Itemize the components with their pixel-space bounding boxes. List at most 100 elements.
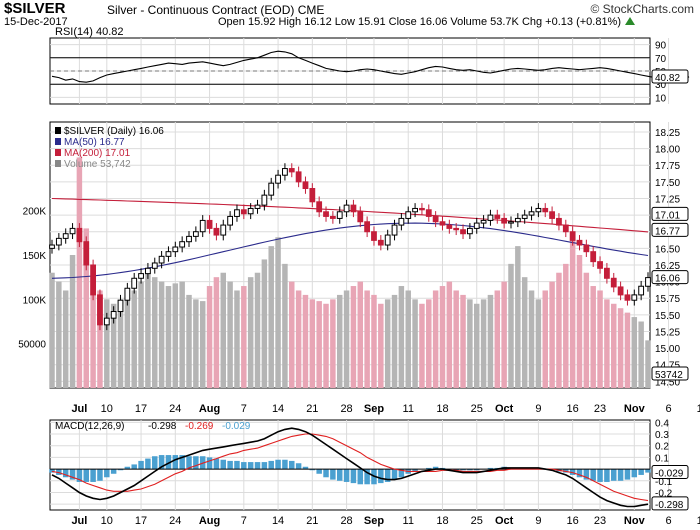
candle-body-7 — [97, 294, 103, 326]
volume-bar-58 — [446, 281, 453, 388]
volume-bar-26 — [227, 281, 233, 388]
candle-body-26 — [227, 215, 234, 226]
macd-hist-bar-14 — [145, 458, 151, 470]
volume-bar-30 — [254, 272, 261, 388]
macd-hist-bar-27 — [234, 460, 240, 470]
candle-body-81 — [603, 267, 610, 279]
volume-bar-14 — [145, 272, 151, 388]
macd-hist-bar-80 — [597, 469, 603, 482]
macd-hist-bar-83 — [617, 469, 624, 481]
candle-body-4 — [76, 227, 83, 243]
candle-body-35 — [288, 168, 295, 173]
x-axis-label: 25 — [471, 403, 483, 415]
candle-body-27 — [234, 209, 240, 217]
candle-body-65 — [494, 214, 501, 219]
macd-ytick: -0.2 — [655, 488, 673, 499]
close-price-tag-box — [651, 270, 689, 285]
volume-bar-55 — [426, 299, 432, 388]
x-axis-label: Jul — [71, 403, 87, 415]
x-axis-label: 9 — [535, 403, 541, 415]
candle-body-25 — [220, 224, 227, 236]
candle-body-72 — [542, 207, 549, 213]
x-axis-label: 10 — [101, 515, 113, 527]
macd-hist-bar-35 — [289, 460, 295, 470]
candle-body-47 — [371, 231, 377, 241]
x-axis-label: 24 — [169, 403, 181, 415]
macd-hist-bar-50 — [391, 469, 398, 480]
candle-body-16 — [158, 255, 165, 264]
volume-bar-24 — [213, 277, 220, 388]
volume-bar-50 — [391, 294, 398, 388]
price-ytick: 16.25 — [655, 261, 680, 272]
candle-body-32 — [268, 182, 275, 196]
macd-hist-bar-32 — [268, 460, 274, 470]
x-axis-label: 16 — [567, 515, 579, 527]
volume-bar-40 — [323, 303, 329, 388]
candle-body-3 — [69, 227, 76, 235]
macd-hist-bar-4 — [76, 469, 83, 482]
candle-body-46 — [364, 221, 371, 233]
macd-hist-bar-2 — [62, 469, 69, 478]
macd-hist-bar-33 — [275, 459, 281, 470]
macd-hist-bar-60 — [460, 469, 466, 471]
volume-bar-25 — [220, 272, 227, 388]
volume-bar-41 — [330, 299, 336, 388]
x-axis-label: 7 — [241, 515, 247, 527]
x-axis-label: 24 — [169, 515, 181, 527]
candle-body-37 — [302, 181, 309, 190]
macd-hist-bar-24 — [213, 458, 220, 470]
candle-body-0 — [49, 244, 55, 249]
volume-bar-75 — [563, 263, 569, 388]
volume-bar-7 — [97, 290, 103, 388]
ma50-price-tag: 16.77 — [655, 226, 680, 237]
volume-bar-48 — [378, 303, 384, 388]
x-axis-label: 14 — [272, 515, 284, 527]
macd-ytick: -0.1 — [655, 477, 673, 488]
macd-line-tag: -0.298 — [655, 500, 684, 511]
candle-body-38 — [309, 188, 316, 203]
change-up-arrow-icon — [625, 17, 636, 25]
candle-body-39 — [316, 201, 323, 213]
price-ytick: 15.50 — [655, 311, 680, 322]
ma50-price-tag-box — [651, 222, 689, 237]
candle-body-69 — [521, 214, 528, 219]
candle-body-68 — [514, 217, 521, 223]
macd-hist-bar-81 — [604, 469, 610, 482]
rsi-ytick: 10 — [655, 93, 667, 104]
candle-body-64 — [487, 214, 494, 221]
volume-bar-64 — [487, 294, 494, 388]
macd-ytick: 0.1 — [655, 453, 669, 464]
legend-swatch-ma50 — [55, 138, 61, 145]
brand-watermark[interactable]: © StockCharts.com — [590, 2, 694, 16]
macd-hist-bar-76 — [569, 469, 576, 475]
quote-date: 15-Dec-2017 — [4, 16, 68, 28]
candle-body-5 — [83, 241, 90, 266]
macd-legend-macd: -0.298 — [148, 421, 177, 432]
volume-bar-84 — [624, 312, 631, 388]
price-ytick: 17.50 — [655, 178, 680, 189]
candle-body-6 — [90, 264, 97, 296]
price-ytick: 16.50 — [655, 244, 680, 255]
volume-bar-16 — [158, 281, 165, 388]
candle-body-13 — [138, 273, 144, 279]
price-ytick: 18.00 — [655, 145, 680, 156]
candle-body-77 — [576, 239, 583, 246]
candle-body-22 — [199, 219, 206, 233]
volume-bar-12 — [131, 290, 137, 388]
macd-hist-bar-51 — [398, 469, 405, 478]
macd-hist-bar-84 — [624, 469, 631, 480]
rsi-line — [51, 50, 690, 83]
price-ytick: 15.25 — [655, 327, 680, 338]
macd-hist-bar-16 — [158, 455, 165, 470]
candle-body-84 — [624, 294, 631, 301]
candle-body-50 — [391, 224, 398, 236]
macd-panel: 0.40.30.20.10.0-0.1-0.2-0.3MACD(12,26,9)… — [49, 418, 689, 511]
candle-body-24 — [213, 227, 220, 236]
volume-bar-86 — [638, 321, 644, 388]
macd-hist-bar-20 — [186, 456, 192, 470]
x-axis-label: Sep — [364, 515, 384, 527]
volume-bar-53 — [412, 299, 418, 388]
volume-ytick: 150K — [23, 251, 47, 262]
macd-hist-bar-15 — [152, 456, 158, 470]
